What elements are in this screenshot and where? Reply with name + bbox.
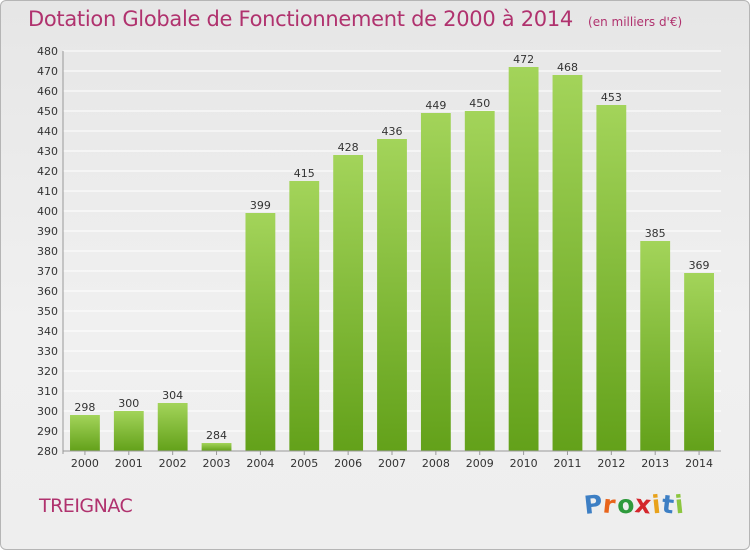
data-label-2007: 436 xyxy=(382,125,403,138)
commune-name: TREIGNAC xyxy=(39,495,133,517)
data-label-2011: 468 xyxy=(557,61,578,74)
x-tick-label: 2006 xyxy=(334,457,362,470)
x-tick-label: 2010 xyxy=(510,457,538,470)
y-tick-label: 320 xyxy=(37,365,58,378)
y-tick-label: 410 xyxy=(37,185,58,198)
y-tick-label: 480 xyxy=(37,45,58,58)
x-tick-label: 2001 xyxy=(115,457,143,470)
x-tick-label: 2011 xyxy=(553,457,581,470)
data-label-2010: 472 xyxy=(513,53,534,66)
data-label-2013: 385 xyxy=(645,227,666,240)
y-tick-label: 360 xyxy=(37,285,58,298)
bar-2012 xyxy=(596,105,627,451)
x-tick-label: 2003 xyxy=(203,457,231,470)
bar-2003 xyxy=(201,443,232,451)
x-tick-label: 2008 xyxy=(422,457,450,470)
y-tick-label: 430 xyxy=(37,145,58,158)
data-label-2005: 415 xyxy=(294,167,315,180)
data-label-2006: 428 xyxy=(338,141,359,154)
data-label-2009: 450 xyxy=(469,97,490,110)
data-labels: 298 300 304 284 399 415 428 436 449 450 472 468 453 3… xyxy=(74,53,709,442)
proxiti-logo[interactable]: Proxiti xyxy=(583,489,686,520)
bar-2004 xyxy=(245,213,276,451)
axes: 280 290 300 310 320 330 340 350 360 370 380 390 400 4… xyxy=(37,45,721,470)
data-label-2002: 304 xyxy=(162,389,183,402)
bar-2002 xyxy=(157,403,188,451)
bar-2007 xyxy=(377,139,407,451)
y-tick-label: 310 xyxy=(37,385,58,398)
bar-2011 xyxy=(552,75,583,451)
x-tick-label: 2000 xyxy=(71,457,99,470)
y-tick-label: 370 xyxy=(37,265,58,278)
bars xyxy=(70,67,714,451)
bar-2009 xyxy=(464,111,495,451)
data-label-2012: 453 xyxy=(601,91,622,104)
bar-2010 xyxy=(508,67,539,451)
y-tick-label: 450 xyxy=(37,105,58,118)
y-tick-label: 440 xyxy=(37,125,58,138)
bar-2008 xyxy=(420,113,451,451)
chart-subtitle: (en milliers d'€) xyxy=(588,15,683,29)
x-tick-label: 2013 xyxy=(641,457,669,470)
bar-2006 xyxy=(333,155,364,451)
y-tick-label: 290 xyxy=(37,425,58,438)
bar-2005 xyxy=(289,181,320,451)
y-tick-label: 400 xyxy=(37,205,58,218)
x-tick-label: 2005 xyxy=(290,457,318,470)
data-label-2008: 449 xyxy=(425,99,446,112)
x-tick-label: 2002 xyxy=(159,457,187,470)
y-tick-label: 420 xyxy=(37,165,58,178)
y-tick-label: 350 xyxy=(37,305,58,318)
chart-title: Dotation Globale de Fonctionnement de 20… xyxy=(28,7,573,31)
data-label-2003: 284 xyxy=(206,429,227,442)
y-tick-label: 330 xyxy=(37,345,58,358)
data-label-2000: 298 xyxy=(74,401,95,414)
y-tick-label: 390 xyxy=(37,225,58,238)
y-tick-label: 340 xyxy=(37,325,58,338)
title-row: Dotation Globale de Fonctionnement de 20… xyxy=(28,7,682,31)
y-tick-label: 470 xyxy=(37,65,58,78)
x-tick-label: 2004 xyxy=(246,457,274,470)
y-tick-label: 380 xyxy=(37,245,58,258)
y-tick-label: 460 xyxy=(37,85,58,98)
bar-2013 xyxy=(640,241,671,451)
y-tick-label: 280 xyxy=(37,445,58,458)
x-tick-label: 2009 xyxy=(466,457,494,470)
data-label-2001: 300 xyxy=(118,397,139,410)
bar-2001 xyxy=(113,411,144,451)
data-label-2004: 399 xyxy=(250,199,271,212)
x-tick-label: 2014 xyxy=(685,457,713,470)
y-tick-label: 300 xyxy=(37,405,58,418)
data-label-2014: 369 xyxy=(689,259,710,272)
x-tick-label: 2007 xyxy=(378,457,406,470)
logo-letter: i xyxy=(673,489,686,520)
bar-2014 xyxy=(684,273,714,451)
x-tick-label: 2012 xyxy=(597,457,625,470)
bar-2000 xyxy=(70,415,100,451)
